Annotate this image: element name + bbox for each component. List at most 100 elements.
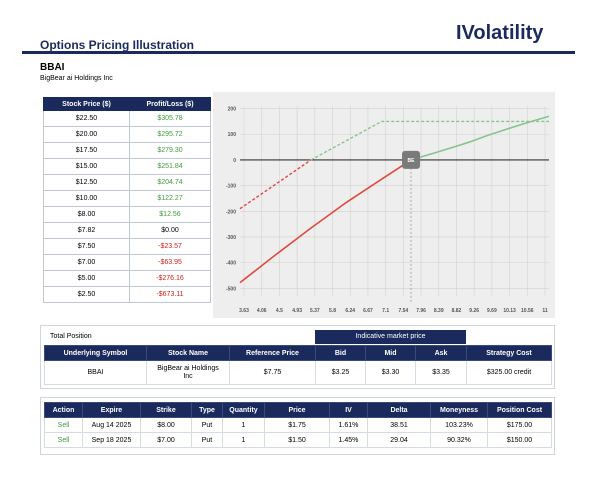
- col-position-cost: Position Cost: [487, 402, 552, 418]
- x-tick-label: 9.69: [487, 308, 497, 314]
- indicative-price-header: Indicative market price: [315, 330, 466, 344]
- pl-row: $7.50 -$23.57: [43, 238, 211, 255]
- stock-name: BigBear ai Holdings Inc: [146, 360, 230, 385]
- y-tick-label: -100: [226, 184, 236, 190]
- profit-loss-cell: $12.56: [129, 206, 211, 223]
- profit-loss-cell: $279.30: [129, 142, 211, 159]
- stock-price-cell: $10.00: [43, 190, 130, 207]
- col-ask: Ask: [415, 345, 467, 361]
- current-payoff-line: [410, 115, 550, 161]
- stock-price-cell: $5.00: [43, 270, 130, 287]
- x-tick-label: 8.82: [452, 308, 462, 314]
- trades-panel: [40, 397, 555, 455]
- profit-loss-cell: $0.00: [129, 222, 211, 239]
- col-delta: Delta: [367, 402, 431, 418]
- moneyness-cell: 90.32%: [430, 432, 488, 448]
- y-tick-label: -400: [226, 261, 236, 267]
- payoff-chart-svg: 200 100 0 -100 -200 -300 -400 -500 3.63 4.06 4.5 4.…: [226, 106, 550, 314]
- profit-loss-cell: $295.72: [129, 126, 211, 143]
- x-tick-label: 4.5: [276, 308, 283, 314]
- strike-cell: $7.00: [140, 432, 192, 448]
- y-tick-label: 200: [228, 107, 237, 113]
- x-tick-label: 3.63: [239, 308, 249, 314]
- profit-loss-cell: -$63.95: [129, 254, 211, 271]
- total-position-label: Total Position: [50, 333, 92, 340]
- stock-price-cell: $7.50: [43, 238, 130, 255]
- profit-loss-cell: $251.84: [129, 158, 211, 175]
- trades-table: Action Expire Strike Type Quantity Price…: [44, 402, 552, 448]
- pl-row: $10.00 $122.27: [43, 190, 211, 207]
- stock-price-cell: $15.00: [43, 158, 130, 175]
- payoff-chart: 200 100 0 -100 -200 -300 -400 -500 3.63 4.06 4.5 4.…: [213, 92, 555, 318]
- profit-loss-cell: $305.78: [129, 110, 211, 127]
- ask-price: $3.35: [415, 360, 467, 385]
- x-tick-label: 9.26: [469, 308, 479, 314]
- x-tick-label: 7.54: [398, 308, 408, 314]
- pl-row: $8.00 $12.56: [43, 206, 211, 223]
- mid-price: $3.30: [365, 360, 416, 385]
- col-stock-name: Stock Name: [146, 345, 230, 361]
- stock-price-cell: $12.50: [43, 174, 130, 191]
- delta-cell: 38.51: [367, 417, 431, 433]
- expiry-payoff-line: [310, 120, 549, 161]
- col-quantity: Quantity: [222, 402, 265, 418]
- underlying-symbol: BBAI: [44, 360, 147, 385]
- price-cell: $1.75: [264, 417, 330, 433]
- moneyness-cell: 103.23%: [430, 417, 488, 433]
- x-tick-label: 10.13: [503, 308, 516, 314]
- profit-loss-cell: -$23.57: [129, 238, 211, 255]
- type-cell: Put: [191, 417, 223, 433]
- pl-row: $15.00 $251.84: [43, 158, 211, 175]
- y-tick-label: 0: [233, 158, 236, 164]
- trade-row: Sell Sep 18 2025 $7.00 Put 1 $1.50 1.45% 29.04 9…: [44, 432, 552, 448]
- col-price: Price: [264, 402, 330, 418]
- stock-ticker: BBAI: [40, 62, 65, 73]
- col-strike: Strike: [140, 402, 192, 418]
- quantity-cell: 1: [222, 432, 265, 448]
- pl-row: $7.00 -$63.95: [43, 254, 211, 271]
- price-cell: $1.50: [264, 432, 330, 448]
- y-tick-label: 100: [228, 132, 237, 138]
- header-divider: [22, 51, 575, 54]
- profit-loss-table: Stock Price ($) Profit/Loss ($) $22.50 $3…: [43, 97, 211, 303]
- company-name: BigBear ai Holdings Inc: [40, 75, 113, 82]
- x-tick-label: 7.96: [416, 308, 426, 314]
- delta-cell: 29.04: [367, 432, 431, 448]
- total-position-panel: [40, 325, 555, 389]
- pl-row: $12.50 $204.74: [43, 174, 211, 191]
- profit-loss-cell: -$673.11: [129, 286, 211, 303]
- x-tick-label: 5.37: [310, 308, 320, 314]
- breakeven-marker-label: BE: [408, 158, 416, 164]
- position-cost-cell: $175.00: [487, 417, 552, 433]
- action-cell: Sell: [44, 417, 83, 433]
- expire-cell: Aug 14 2025: [82, 417, 141, 433]
- total-position-table: Underlying Symbol Stock Name Reference P…: [44, 345, 552, 385]
- col-action: Action: [44, 402, 83, 418]
- pl-row: $17.50 $279.30: [43, 142, 211, 159]
- x-tick-label: 4.93: [292, 308, 302, 314]
- pl-row: $5.00 -$276.16: [43, 270, 211, 287]
- quantity-cell: 1: [222, 417, 265, 433]
- stock-price-header: Stock Price ($): [43, 97, 130, 111]
- col-reference-price: Reference Price: [229, 345, 316, 361]
- x-tick-label: 4.06: [257, 308, 267, 314]
- stock-price-cell: $8.00: [43, 206, 130, 223]
- x-tick-label: 8.39: [434, 308, 444, 314]
- col-type: Type: [191, 402, 223, 418]
- x-tick-label: 7.1: [382, 308, 389, 314]
- current-payoff-line: [239, 159, 412, 284]
- x-tick-label: 6.67: [363, 308, 373, 314]
- col-underlying-symbol: Underlying Symbol: [44, 345, 147, 361]
- stock-price-cell: $2.50: [43, 286, 130, 303]
- x-tick-label: 10.56: [521, 308, 534, 314]
- expire-cell: Sep 18 2025: [82, 432, 141, 448]
- type-cell: Put: [191, 432, 223, 448]
- action-cell: Sell: [44, 432, 83, 448]
- profit-loss-header: Profit/Loss ($): [129, 97, 211, 111]
- trade-row: Sell Aug 14 2025 $8.00 Put 1 $1.75 1.61% 38.51 1…: [44, 417, 552, 433]
- stock-price-cell: $22.50: [43, 110, 130, 127]
- profit-loss-cell: -$276.16: [129, 270, 211, 287]
- brand-logo: IVolatility: [456, 22, 544, 44]
- stock-price-cell: $7.00: [43, 254, 130, 271]
- page-title: Options Pricing Illustration: [40, 38, 195, 52]
